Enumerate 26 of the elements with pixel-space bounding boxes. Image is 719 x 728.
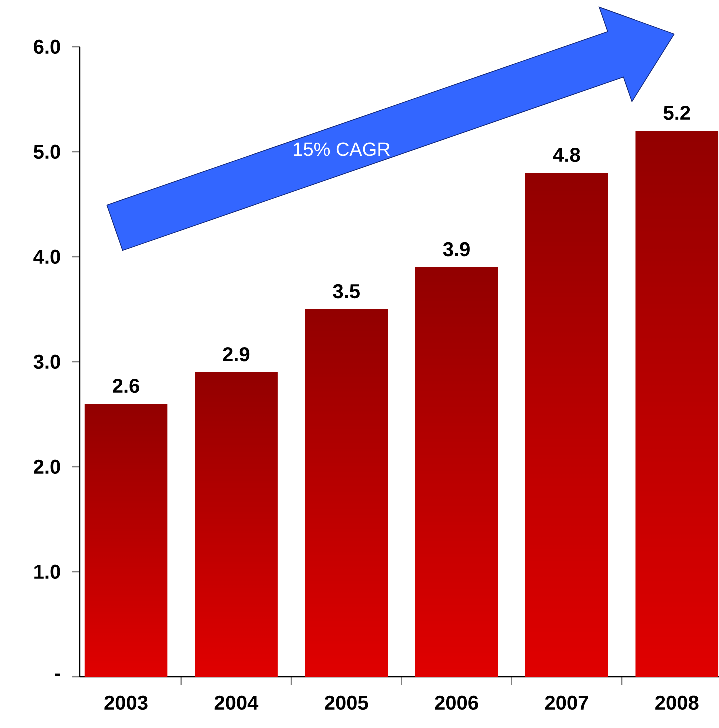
data-label: 5.2 (664, 106, 690, 120)
y-tick-label: 4.0 (34, 250, 60, 264)
x-tick-label: 2005 (325, 696, 368, 710)
bar (194, 372, 278, 677)
annotation: 15% CAGR (294, 142, 390, 156)
data-label: 4.8 (553, 148, 580, 162)
x-tick-label: 2008 (656, 696, 699, 710)
data-label: 3.9 (443, 242, 470, 257)
y-tick-label: - (55, 674, 60, 676)
y-tick-label: 1.0 (34, 564, 60, 580)
bar (525, 173, 608, 677)
x-tick-label: 2007 (545, 696, 588, 710)
x-tick-label: 2006 (435, 696, 478, 710)
data-label: 3.5 (333, 284, 360, 299)
data-label: 2.9 (223, 347, 250, 362)
x-tick-label: 2003 (104, 696, 148, 710)
bar (305, 309, 388, 677)
bar (84, 404, 168, 677)
y-tick-label: 2.0 (34, 460, 60, 474)
y-tick-label: 6.0 (34, 40, 60, 54)
bar (636, 131, 719, 677)
y-tick-label: 5.0 (34, 144, 60, 160)
data-label: 2.6 (113, 378, 140, 394)
y-tick-label: 3.0 (34, 354, 60, 370)
bar (415, 267, 498, 677)
x-tick-label: 2004 (214, 696, 259, 710)
